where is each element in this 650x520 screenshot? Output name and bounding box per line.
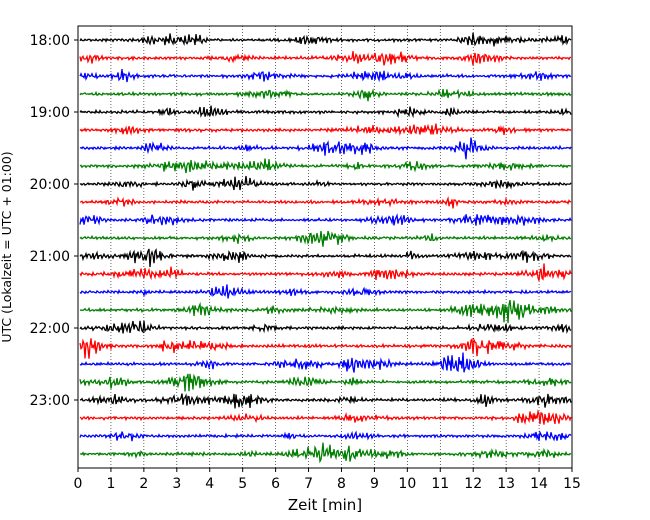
trace-20 bbox=[79, 393, 572, 409]
trace-0 bbox=[79, 32, 572, 47]
y-tick-label-18:00: 18:00 bbox=[30, 33, 70, 49]
x-tick-label-12: 12 bbox=[464, 476, 482, 492]
trace-1 bbox=[79, 51, 572, 66]
x-tick-label-14: 14 bbox=[530, 476, 548, 492]
trace-5 bbox=[79, 123, 572, 136]
y-tick-label-22:00: 22:00 bbox=[30, 321, 70, 337]
x-tick-label-4: 4 bbox=[205, 476, 214, 492]
trace-6 bbox=[79, 137, 572, 160]
trace-14 bbox=[79, 284, 572, 299]
trace-3 bbox=[79, 88, 572, 102]
trace-23 bbox=[79, 442, 572, 464]
y-tick-label-19:00: 19:00 bbox=[30, 105, 70, 121]
x-tick-label-0: 0 bbox=[74, 476, 83, 492]
trace-22 bbox=[79, 430, 572, 442]
x-tick-label-10: 10 bbox=[398, 476, 416, 492]
trace-18 bbox=[79, 352, 572, 373]
trace-11 bbox=[79, 230, 572, 247]
y-tick-label-23:00: 23:00 bbox=[30, 393, 70, 409]
axis-labels: Zeit [min] UTC (Lokalzeit = UTC + 01:00) bbox=[0, 151, 362, 514]
trace-17 bbox=[79, 337, 572, 359]
y-tick-label-21:00: 21:00 bbox=[30, 249, 70, 265]
trace-8 bbox=[79, 176, 572, 191]
x-tick-label-6: 6 bbox=[271, 476, 280, 492]
plot-frame bbox=[77, 25, 573, 469]
x-axis-label: Zeit [min] bbox=[288, 496, 362, 514]
x-tick-label-7: 7 bbox=[304, 476, 313, 492]
y-axis-label: UTC (Lokalzeit = UTC + 01:00) bbox=[0, 151, 14, 342]
axes: 0 1 2 3 4 5 6 7 8 9 10 11 12 13 14 1518:0019:0020:0021:… bbox=[30, 25, 581, 492]
trace-13 bbox=[79, 263, 572, 281]
trace-9 bbox=[79, 195, 572, 209]
trace-12 bbox=[79, 248, 572, 268]
x-tick-label-11: 11 bbox=[431, 476, 449, 492]
trace-16 bbox=[79, 320, 572, 335]
trace-10 bbox=[79, 213, 572, 226]
x-tick-label-1: 1 bbox=[106, 476, 115, 492]
x-tick-label-5: 5 bbox=[238, 476, 247, 492]
x-tick-label-9: 9 bbox=[370, 476, 379, 492]
trace-19 bbox=[79, 373, 572, 392]
trace-21 bbox=[79, 409, 572, 426]
x-tick-label-15: 15 bbox=[563, 476, 581, 492]
x-tick-label-8: 8 bbox=[337, 476, 346, 492]
trace-4 bbox=[79, 105, 572, 119]
y-tick-label-20:00: 20:00 bbox=[30, 177, 70, 193]
x-tick-label-13: 13 bbox=[497, 476, 515, 492]
x-tick-label-2: 2 bbox=[139, 476, 148, 492]
trace-2 bbox=[79, 69, 572, 83]
trace-15 bbox=[79, 299, 572, 324]
seismic-traces bbox=[79, 32, 572, 464]
trace-7 bbox=[79, 158, 572, 174]
x-tick-label-3: 3 bbox=[172, 476, 181, 492]
